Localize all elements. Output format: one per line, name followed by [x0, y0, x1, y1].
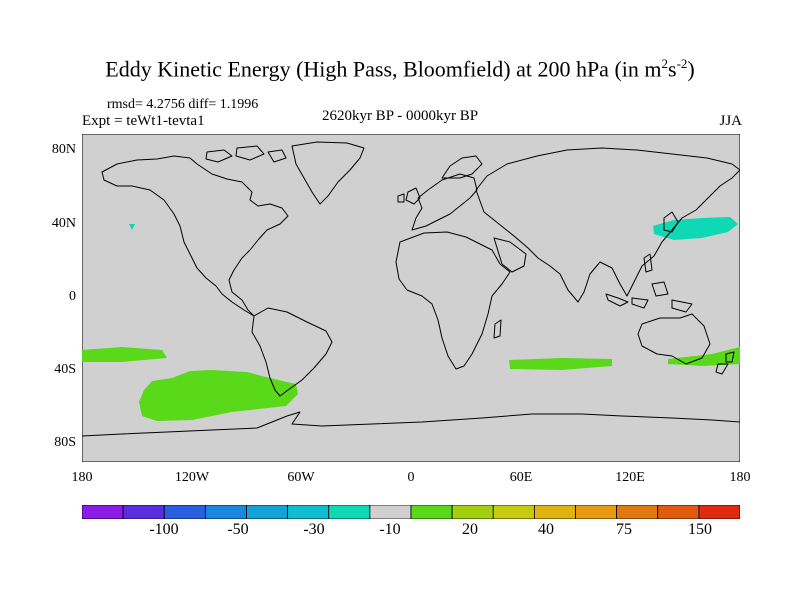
colorbar-swatch — [163, 505, 206, 519]
coast-antarctica — [82, 411, 740, 437]
y-tick-label: 0 — [69, 289, 76, 304]
colorbar-label: -10 — [379, 521, 401, 538]
colorbar-label: 75 — [616, 521, 632, 538]
x-tick-label: 0 — [407, 470, 415, 485]
coast-europe — [411, 173, 478, 231]
anomaly-north-pacific — [653, 217, 738, 240]
coast-australia — [637, 313, 711, 365]
colorbar-label: -100 — [149, 521, 179, 538]
coast-north-america — [101, 155, 289, 317]
colorbar-swatch — [369, 505, 412, 519]
y-tick-label: 80N — [51, 142, 76, 157]
colorbar-label: -30 — [303, 521, 325, 538]
plot-title: Eddy Kinetic Energy (High Pass, Bloomfie… — [105, 56, 695, 82]
coastlines — [82, 141, 740, 437]
y-tick-label: 40N — [51, 216, 76, 231]
x-tick-label: 120W — [174, 470, 210, 485]
colorbar-swatch — [698, 505, 740, 519]
anomaly-west-pacific-band — [82, 347, 167, 362]
colorbar-swatch — [616, 505, 659, 519]
colorbar-swatch — [122, 505, 165, 519]
anomaly-south-pacific — [139, 370, 298, 421]
colorbar-label: 40 — [538, 521, 554, 538]
colorbar-label: -50 — [227, 521, 249, 538]
negative-anomaly-regions — [129, 217, 738, 240]
coast-africa — [395, 231, 511, 370]
period-label: 2620kyr BP - 0000kyr BP — [321, 108, 479, 124]
colorbar-swatch — [451, 505, 494, 519]
x-tick-label: 60W — [287, 470, 315, 485]
stats-label: rmsd= 4.2756 diff= 1.1996 — [107, 97, 259, 112]
anomaly-south-atlantic — [509, 358, 612, 370]
y-tick-label: 80S — [54, 435, 76, 450]
anomaly-east-pacific-dot — [129, 224, 135, 230]
colorbar-swatch — [204, 505, 247, 519]
y-tick-label: 40S — [54, 362, 76, 377]
colorbar-swatch — [575, 505, 618, 519]
colorbar-swatch — [657, 505, 700, 519]
x-tick-label: 60E — [509, 470, 533, 485]
positive-anomaly-regions — [82, 347, 740, 421]
world-map — [82, 134, 740, 462]
coast-asia — [475, 147, 740, 303]
coast-south-america — [251, 307, 333, 397]
colorbar-label: 150 — [688, 521, 712, 538]
colorbar — [82, 505, 740, 519]
colorbar-swatch — [533, 505, 576, 519]
experiment-label: Expt = teWt1-tevta1 — [82, 113, 205, 129]
season-label: JJA — [719, 113, 742, 129]
colorbar-swatch — [287, 505, 330, 519]
colorbar-swatch — [328, 505, 371, 519]
anomaly-southern-indian-ocean — [668, 347, 740, 366]
colorbar-label: 20 — [462, 521, 478, 538]
colorbar-swatch — [492, 505, 535, 519]
x-tick-label: 180 — [729, 470, 751, 485]
colorbar-swatch — [246, 505, 289, 519]
coast-greenland — [291, 141, 365, 205]
x-tick-label: 120E — [615, 470, 645, 485]
x-tick-label: 180 — [71, 470, 93, 485]
colorbar-swatch — [82, 505, 124, 519]
colorbar-swatch — [410, 505, 453, 519]
